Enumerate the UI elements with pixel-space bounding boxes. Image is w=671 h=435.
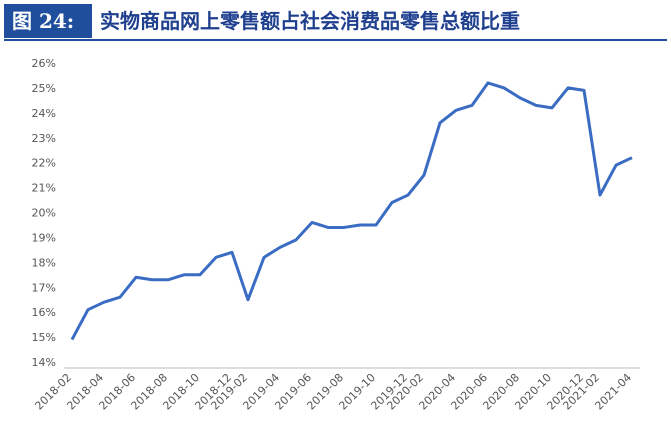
- y-tick-label: 20%: [32, 207, 56, 220]
- y-tick-label: 21%: [32, 182, 56, 195]
- y-tick-label: 18%: [32, 256, 56, 269]
- y-tick-label: 23%: [32, 132, 56, 145]
- y-tick-label: 15%: [32, 331, 56, 344]
- y-tick-label: 14%: [32, 356, 56, 369]
- y-tick-label: 25%: [32, 82, 56, 95]
- y-tick-label: 19%: [32, 231, 56, 244]
- y-tick-label: 16%: [32, 306, 56, 319]
- label-box: [4, 4, 92, 38]
- chart-title: 实物商品网上零售额占社会消费品零售总额比重: [100, 9, 520, 33]
- y-tick-label: 17%: [32, 281, 56, 294]
- figure-label: 图 24:: [12, 9, 74, 33]
- y-tick-label: 24%: [32, 107, 56, 120]
- y-tick-label: 26%: [32, 57, 56, 70]
- y-tick-label: 22%: [32, 157, 56, 170]
- data-line: [70, 81, 633, 341]
